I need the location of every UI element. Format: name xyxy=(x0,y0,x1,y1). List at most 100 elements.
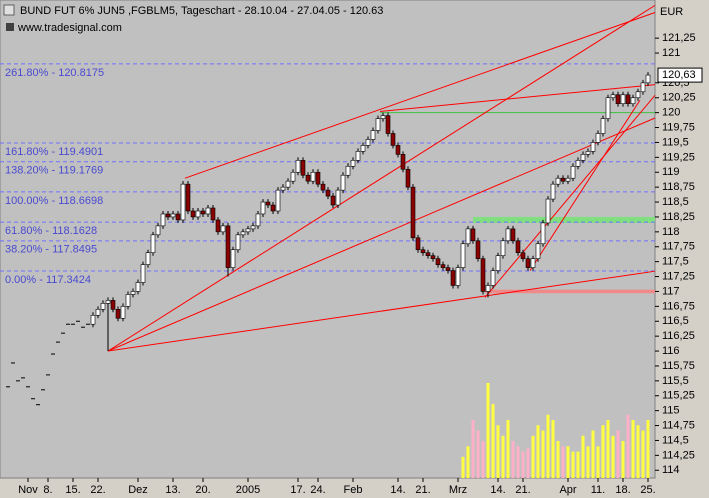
icon xyxy=(6,23,14,31)
candle-body xyxy=(495,255,501,271)
candle-body xyxy=(570,165,576,179)
candle-body xyxy=(610,94,616,99)
candle-body xyxy=(370,130,376,140)
candle-body xyxy=(400,154,406,170)
candle-body xyxy=(530,258,536,268)
candle-body xyxy=(46,374,50,376)
y-tick-label: 116,25 xyxy=(662,330,695,342)
x-tick-label: 21. xyxy=(515,484,530,496)
volume-bar xyxy=(476,430,480,478)
y-tick-label: 121 xyxy=(662,47,680,59)
candle-body xyxy=(565,177,571,182)
trend-line xyxy=(379,84,656,112)
last-price-box xyxy=(657,67,703,83)
fib-label: 261.80% - 120.8175 xyxy=(5,67,104,79)
candle-body xyxy=(520,252,526,259)
volume-bar xyxy=(471,419,475,478)
candle-body xyxy=(435,258,441,265)
last-price-label: 120,63 xyxy=(662,69,696,81)
candle-body xyxy=(375,118,381,131)
y-tick-label: 120,25 xyxy=(662,92,696,104)
fib-label: 38.20% - 117.8495 xyxy=(5,244,97,256)
volume-bar xyxy=(576,451,580,478)
chart-subtitle: www.tradesignal.com xyxy=(17,22,122,34)
candle-body xyxy=(275,189,281,212)
volume-bar xyxy=(551,419,555,478)
x-tick-label: 22. xyxy=(90,484,105,496)
y-tick-label: 117,5 xyxy=(662,256,689,268)
y-tick-label: 114,25 xyxy=(662,449,695,461)
candle-body xyxy=(540,222,546,245)
x-tick-label: 17. xyxy=(290,484,305,496)
axis-unit: EUR xyxy=(660,6,683,18)
volume-bar xyxy=(461,456,465,478)
candle-body xyxy=(395,145,401,155)
y-tick-label: 118,75 xyxy=(662,181,695,193)
candle-body xyxy=(290,171,296,182)
candle-body xyxy=(345,165,351,176)
candle-body xyxy=(71,323,75,325)
candle-body xyxy=(21,377,25,379)
trend-line xyxy=(107,270,656,352)
volume-bar xyxy=(486,383,490,478)
trend-line xyxy=(107,4,656,352)
trend-lines xyxy=(107,4,656,352)
candle-body xyxy=(225,225,231,268)
y-tick-label: 115,25 xyxy=(662,390,695,402)
candle-body xyxy=(140,264,146,283)
candle-body xyxy=(255,213,261,227)
volume-bar xyxy=(546,414,550,478)
y-tick-label: 116 xyxy=(662,345,680,357)
candle-body xyxy=(550,183,556,200)
candle-body xyxy=(51,353,55,355)
x-tick-label: 15. xyxy=(65,484,80,496)
candle-body xyxy=(76,320,80,322)
y-tick-label: 119,25 xyxy=(662,151,695,163)
x-tick-label: Feb xyxy=(344,484,363,496)
candle-body xyxy=(475,240,481,259)
candle-body xyxy=(6,386,10,388)
candle-body xyxy=(150,234,156,254)
candle-body xyxy=(485,285,491,292)
candle-body xyxy=(335,189,341,206)
candle-body xyxy=(120,306,126,319)
y-tick-label: 118,25 xyxy=(662,211,695,223)
x-tick-label: Apr xyxy=(559,484,576,496)
candle-body xyxy=(500,240,506,256)
candle-body xyxy=(585,151,591,155)
candle-body xyxy=(160,213,166,227)
candle-body xyxy=(295,160,301,173)
volume xyxy=(461,383,650,478)
candle-body xyxy=(16,380,20,382)
zones xyxy=(473,216,655,294)
volume-bar xyxy=(466,446,470,478)
candle-body xyxy=(155,225,161,236)
candle-body xyxy=(110,300,116,310)
y-tick-label: 120 xyxy=(662,107,680,119)
trend-line xyxy=(107,117,656,352)
volume-bar xyxy=(526,448,530,478)
volume-bar xyxy=(541,430,545,478)
candle-body xyxy=(510,228,516,242)
candle-body xyxy=(240,231,246,236)
y-tick-label: 115,75 xyxy=(662,360,695,372)
volume-bar xyxy=(561,446,565,478)
x-tick-label: 14. xyxy=(490,484,505,496)
candle-body xyxy=(310,171,316,182)
candle-body xyxy=(525,258,531,268)
chart-title: BUND FUT 6% JUN5 ,FGBLM5, Tageschart - 2… xyxy=(20,5,383,17)
candle-body xyxy=(380,115,386,119)
candle-body xyxy=(105,300,111,304)
x-tick-label: 25. xyxy=(640,484,655,496)
candle-body xyxy=(56,341,60,343)
y-tick-label: 114,5 xyxy=(662,434,689,446)
y-tick-label: 117,25 xyxy=(662,270,695,282)
candle-body xyxy=(36,404,40,406)
candle-body xyxy=(590,142,596,152)
candle-body xyxy=(480,258,486,292)
x-tick-label: 2005 xyxy=(236,484,260,496)
candle-body xyxy=(115,309,121,319)
candle-body xyxy=(350,160,356,167)
candle-body xyxy=(390,133,396,146)
